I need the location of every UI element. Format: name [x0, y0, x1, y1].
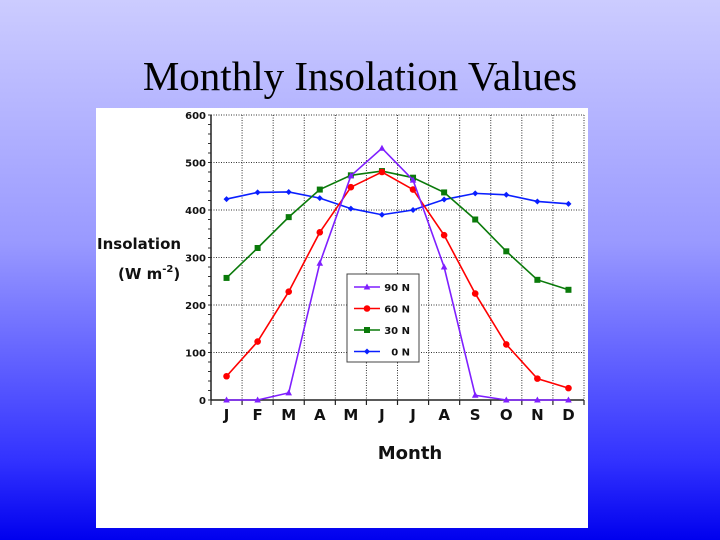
data-point — [378, 168, 386, 176]
y-tick-label: 500 — [185, 159, 206, 170]
data-point — [347, 172, 355, 179]
x-tick-label: A — [438, 406, 450, 424]
data-point — [285, 288, 293, 295]
data-point — [254, 338, 261, 345]
y-tick-label: 300 — [185, 254, 206, 265]
data-point — [565, 200, 572, 207]
x-tick-label: D — [562, 406, 574, 424]
data-point — [534, 375, 541, 382]
data-point — [223, 372, 230, 380]
legend-label: 60 N — [384, 305, 410, 316]
x-tick-label: O — [500, 406, 513, 424]
legend-label: 30 N — [384, 326, 410, 337]
data-point — [410, 207, 417, 213]
legend-marker — [363, 283, 371, 290]
data-point — [502, 341, 510, 348]
data-point — [472, 216, 479, 223]
data-point — [471, 391, 479, 398]
x-tick-label: M — [343, 406, 358, 424]
data-point — [285, 389, 293, 396]
data-point — [565, 396, 572, 403]
data-point — [441, 196, 448, 203]
data-point — [254, 396, 261, 403]
x-tick-label: M — [281, 406, 296, 424]
y-tick-label: 400 — [185, 206, 206, 217]
legend-marker — [364, 327, 370, 333]
series-line — [226, 147, 569, 401]
legend-marker — [364, 348, 370, 355]
legend: 90 N 60 N 30 N 0 N — [346, 273, 420, 363]
x-tick-label: F — [253, 406, 263, 424]
x-tick-label: J — [378, 406, 385, 424]
legend-marker — [363, 305, 371, 312]
series-0n — [223, 188, 572, 218]
data-point — [503, 248, 510, 255]
data-point — [254, 189, 261, 196]
data-point — [440, 231, 448, 239]
data-point — [472, 190, 479, 197]
x-tick-label: N — [531, 406, 544, 424]
y-tick-label: 600 — [185, 111, 206, 122]
x-axis-label: Month — [378, 443, 443, 464]
data-point — [471, 290, 479, 297]
y-axis-label: Insolation — [97, 235, 181, 253]
y-tick-label: 100 — [185, 349, 206, 360]
data-point — [534, 276, 541, 283]
data-point — [347, 183, 355, 191]
slide-title: Monthly Insolation Values — [142, 53, 578, 99]
data-point — [285, 214, 292, 221]
data-point — [316, 195, 323, 202]
data-point — [503, 191, 510, 198]
chart-panel: 0 100 200 300 400 500 600 J F M A M J J A S O N D Month Inso… — [96, 108, 588, 528]
data-point — [378, 211, 385, 218]
x-tick-label: J — [223, 406, 230, 424]
data-point — [565, 384, 572, 392]
data-point — [502, 396, 510, 403]
data-point — [440, 263, 448, 270]
data-point — [565, 286, 572, 293]
data-point — [223, 274, 230, 281]
data-point — [409, 186, 417, 193]
x-tick-label: A — [314, 406, 326, 424]
data-point — [285, 188, 292, 195]
data-point — [254, 245, 261, 251]
x-tick-label: J — [409, 406, 416, 424]
series-line — [225, 171, 569, 389]
data-point — [316, 186, 323, 193]
legend-label: 90 N — [384, 283, 410, 294]
data-point — [347, 205, 354, 212]
series-line — [225, 170, 569, 291]
data-point — [378, 144, 386, 151]
series-line — [226, 191, 569, 216]
x-tick-label: S — [470, 406, 481, 424]
data-point — [409, 176, 417, 183]
y-tick-label: 200 — [185, 301, 206, 312]
y-axis-unit: (W m-2) — [118, 264, 180, 283]
series-90n — [223, 144, 572, 403]
data-point — [534, 198, 541, 205]
series-60n — [223, 168, 572, 392]
data-point — [316, 229, 324, 236]
data-point — [316, 259, 324, 266]
y-tick-label: 0 — [199, 396, 206, 407]
data-point — [223, 396, 230, 403]
legend-label: 0 N — [391, 348, 410, 359]
data-point — [223, 196, 230, 203]
data-point — [441, 189, 448, 196]
data-point — [534, 396, 541, 403]
